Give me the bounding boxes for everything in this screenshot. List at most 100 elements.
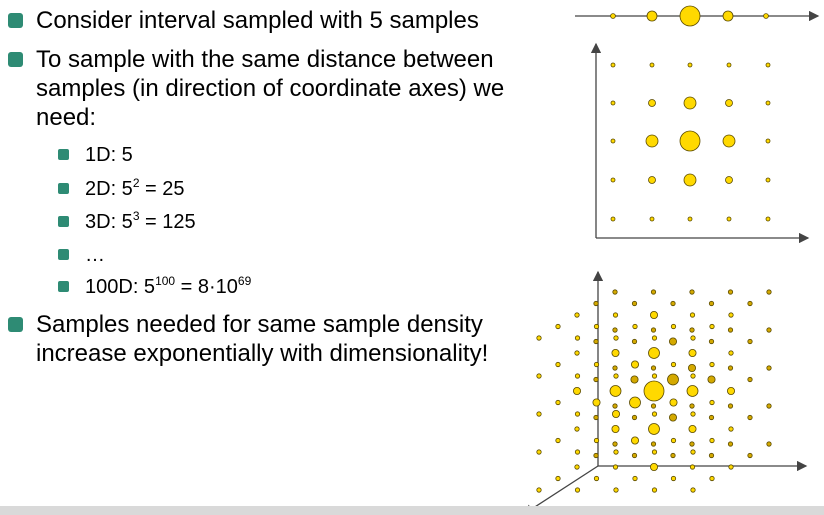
sample-dot-3d: [727, 386, 736, 395]
bullet-1: Consider interval sampled with 5 samples: [8, 6, 479, 35]
sample-dot-3d: [689, 441, 695, 447]
sample-dot-3d: [727, 289, 734, 295]
sample-dot-3d: [689, 289, 695, 295]
sample-dot-3d: [688, 424, 697, 433]
sample-dot-3d: [612, 409, 621, 418]
sample-dot-3d: [709, 475, 715, 482]
sample-dot-3d: [709, 437, 715, 444]
sample-dot-3d: [728, 464, 734, 470]
sample-dot-3d: [593, 323, 600, 330]
sample-dot-2d: [610, 216, 616, 222]
sample-dot-3d: [631, 414, 638, 421]
bullet-marker: [8, 317, 23, 332]
sample-dot-1d: [679, 5, 701, 27]
bullet-marker: [8, 13, 23, 28]
sample-dot-3d: [612, 312, 619, 318]
sample-dot-2d: [610, 100, 616, 106]
sub-bullet-100d: 100D: 5100 = 8·1069: [58, 275, 251, 299]
sample-dot-3d: [631, 436, 640, 445]
sub-bullet-2d: 2D: 52 = 25: [58, 177, 185, 201]
sample-dot-3d: [708, 300, 715, 307]
sample-dot-3d: [612, 441, 618, 447]
sub-bullet-ellipsis-text: …: [85, 244, 105, 266]
sample-dot-3d: [609, 385, 622, 397]
sample-dot-3d: [555, 361, 561, 368]
sample-dot-2d: [765, 177, 771, 183]
sample-dot-3d: [631, 338, 638, 345]
sample-dot-3d: [612, 365, 618, 371]
sample-dot-3d: [651, 449, 658, 455]
sub-bullet-2d-result: = 25: [139, 178, 185, 200]
sample-dot-3d: [592, 398, 601, 407]
sample-dot-3d: [632, 323, 638, 330]
sample-dot-3d: [574, 426, 580, 432]
sub-bullet-ellipsis: …: [58, 243, 105, 267]
sub-bullet-3d-result: = 125: [139, 211, 196, 233]
sub-bullet-marker: [58, 183, 69, 194]
bullet-3: Samples needed for same sample density i…: [8, 310, 488, 368]
sample-dot-3d: [650, 310, 659, 319]
sample-dot-3d: [728, 350, 734, 356]
sample-dot-2d: [679, 130, 701, 152]
sample-dot-3d: [670, 300, 676, 307]
sample-dot-3d: [766, 327, 772, 333]
sample-dot-3d: [709, 399, 715, 406]
sample-dot-3d: [747, 376, 753, 383]
sample-dot-3d: [536, 335, 542, 341]
sample-dot-3d: [651, 335, 658, 341]
sample-dot-3d: [669, 413, 678, 422]
sample-dot-3d: [574, 487, 581, 493]
sample-dot-3d: [727, 441, 734, 447]
sample-dot-3d: [593, 338, 599, 345]
sample-dot-3d: [690, 487, 696, 493]
sample-dot-3d: [766, 289, 772, 295]
sample-dot-3d: [574, 373, 581, 379]
sample-dot-3d: [690, 411, 696, 417]
sample-dot-2d: [683, 96, 697, 110]
sample-dot-2d: [610, 62, 616, 68]
sample-dot-3d: [686, 385, 699, 397]
sample-dot-3d: [574, 449, 581, 455]
sub-bullet-1d: 1D: 5: [58, 143, 133, 167]
sample-dot-3d: [650, 441, 657, 447]
sample-dot-3d: [766, 403, 772, 409]
sample-dot-3d: [747, 300, 753, 307]
sample-dot-3d: [536, 373, 542, 379]
sample-dot-3d: [536, 411, 542, 417]
sample-dot-3d: [689, 403, 695, 409]
sample-dot-2d: [649, 62, 655, 68]
sample-dot-3d: [747, 452, 753, 459]
sample-dot-2d: [765, 62, 771, 68]
sample-dot-3d: [536, 449, 542, 455]
sample-dot-3d: [728, 426, 734, 432]
sample-dot-3d: [643, 380, 665, 402]
sample-dot-3d: [669, 398, 678, 407]
sample-dot-3d: [629, 396, 641, 409]
sample-dot-3d: [747, 414, 753, 421]
sub-bullet-marker: [58, 281, 69, 292]
sample-dot-3d: [555, 399, 561, 406]
sample-dot-3d: [612, 327, 618, 333]
sample-dot-1d: [610, 13, 616, 19]
figure-1d-samples: [575, 5, 820, 27]
sample-dot-3d: [574, 335, 581, 341]
sample-dot-2d: [726, 216, 732, 222]
bullet-2: To sample with the same distance between…: [8, 45, 504, 132]
sample-dot-3d: [648, 347, 660, 359]
sub-bullet-3d: 3D: 53 = 125: [58, 210, 196, 234]
sample-dot-1d: [763, 13, 769, 19]
sample-dot-2d: [648, 99, 656, 107]
sample-dot-3d: [669, 337, 678, 346]
sample-dot-2d: [687, 216, 693, 222]
sample-dot-3d: [650, 403, 657, 409]
sample-dot-3d: [651, 411, 658, 417]
sample-dot-3d: [670, 361, 677, 368]
sample-dot-3d: [574, 411, 581, 417]
sample-dot-3d: [727, 403, 734, 409]
figure-3d-grid: [522, 270, 808, 515]
sample-dot-3d: [707, 375, 716, 384]
sample-dot-2d: [726, 62, 732, 68]
sample-dot-3d: [688, 363, 697, 372]
sample-dot-3d: [613, 335, 619, 341]
